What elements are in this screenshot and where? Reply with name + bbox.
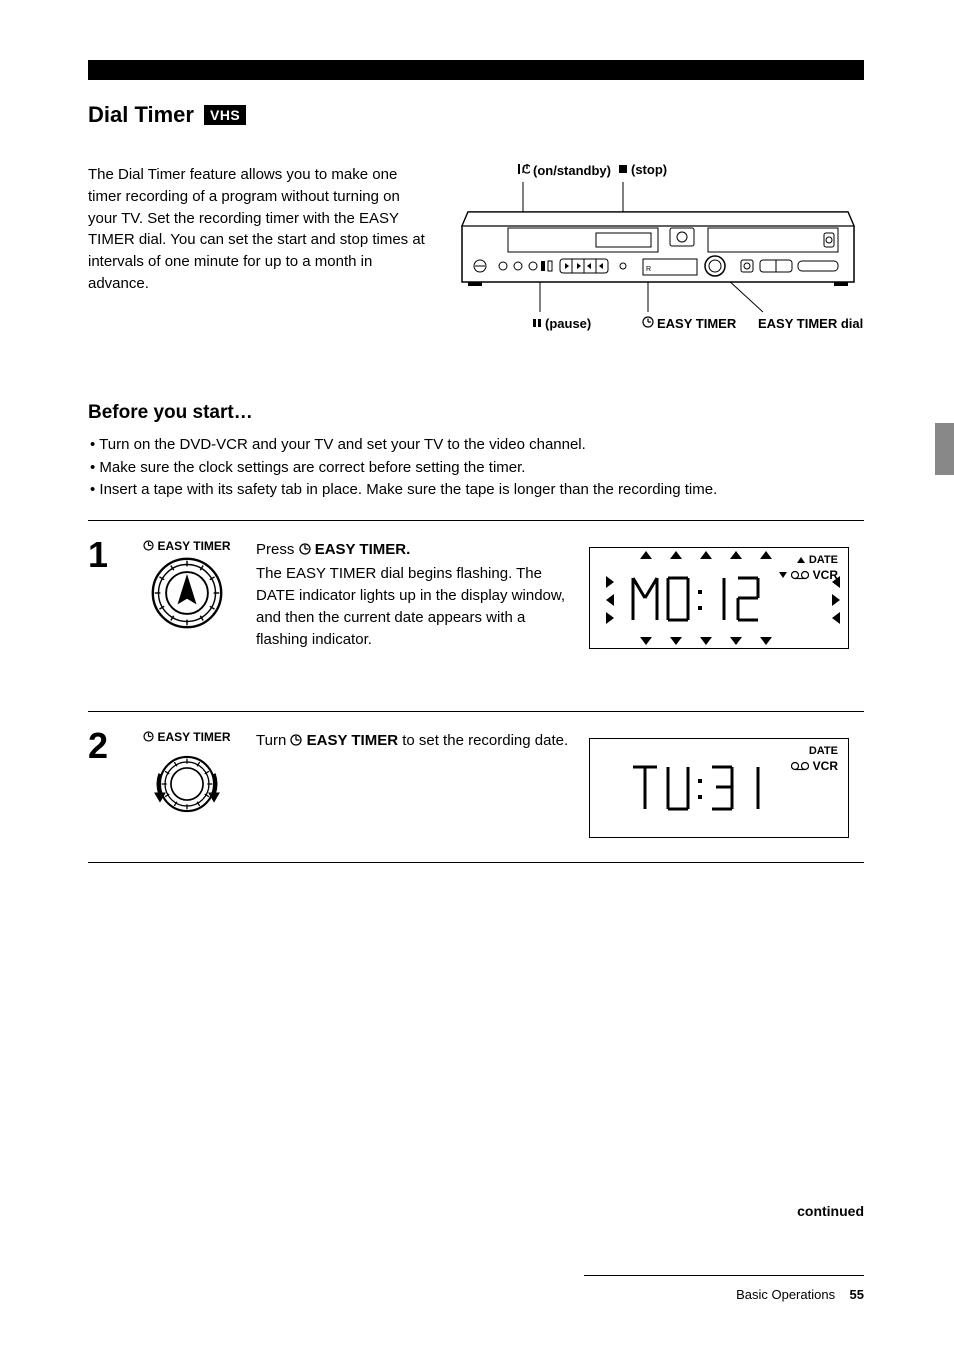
step-1-control: EASY TIMER bbox=[132, 535, 242, 631]
date-indicator: DATE bbox=[809, 554, 838, 566]
step-1-row: 1 EASY TIMER bbox=[88, 521, 864, 711]
step-1-body: The EASY TIMER dial begins flashing. The… bbox=[256, 563, 575, 650]
clock-icon bbox=[143, 731, 154, 742]
step-2-body: to set the recording date. bbox=[402, 732, 568, 749]
header-bar bbox=[88, 60, 864, 80]
step-1-lead: EASY TIMER. bbox=[315, 541, 411, 558]
vhs-badge: VHS bbox=[204, 105, 246, 125]
before-list: • Turn on the DVD-VCR and your TV and se… bbox=[90, 434, 864, 502]
step-1-num: 1 bbox=[88, 535, 118, 573]
step-2-num: 2 bbox=[88, 726, 118, 764]
step-1-ctrl-label: EASY TIMER bbox=[143, 539, 230, 553]
side-edge-tab bbox=[935, 423, 954, 475]
vcr-device-diagram: / (on/standby) (stop) (pause) EASY TIMER… bbox=[448, 164, 864, 374]
bullet-1: • Turn on the DVD-VCR and your TV and se… bbox=[90, 434, 864, 457]
before-heading: Before you start… bbox=[88, 402, 864, 424]
intro-paragraph: The Dial Timer feature allows you to mak… bbox=[88, 164, 428, 374]
up-arrow-icon bbox=[797, 557, 805, 563]
indicator-row-2: DATE bbox=[809, 745, 838, 757]
dial-turn-icon bbox=[149, 746, 225, 822]
vcr-indicator: VCR bbox=[813, 759, 838, 773]
tape-icon bbox=[791, 570, 809, 580]
tape-vcr-indicator-2: VCR bbox=[791, 759, 838, 773]
step-2-display: DATE VCR bbox=[589, 726, 864, 838]
bullet-2: • Make sure the clock settings are corre… bbox=[90, 457, 864, 480]
clock-icon bbox=[299, 543, 311, 555]
svg-text:R: R bbox=[646, 266, 651, 273]
vcr-svg: R bbox=[448, 164, 868, 334]
continued-label: continued bbox=[88, 1203, 864, 1219]
tape-icon bbox=[791, 761, 809, 771]
step-1-text: Press EASY TIMER. The EASY TIMER dial be… bbox=[256, 535, 575, 651]
page-title: Dial Timer bbox=[88, 102, 194, 128]
step-2-lead-pre: Turn bbox=[256, 732, 290, 749]
date-indicator: DATE bbox=[809, 745, 838, 757]
rule-bottom bbox=[88, 862, 864, 863]
indicator-row-1: DATE bbox=[797, 554, 838, 566]
footer: Basic Operations 55 bbox=[736, 1287, 864, 1302]
title-row: Dial Timer VHS bbox=[88, 102, 864, 128]
step-2-lead: EASY TIMER bbox=[307, 732, 398, 749]
footer-rule bbox=[584, 1275, 864, 1276]
step-2-text: Turn EASY TIMER to set the recording dat… bbox=[256, 726, 575, 752]
clock-icon bbox=[143, 540, 154, 551]
dial-press-icon bbox=[149, 555, 225, 631]
tape-vcr-indicator-1: VCR bbox=[779, 568, 838, 582]
bullet-3: • Insert a tape with its safety tab in p… bbox=[90, 479, 864, 502]
display-frame-2: DATE VCR bbox=[589, 738, 849, 838]
step-1-lead-pre: Press bbox=[256, 541, 299, 558]
step-2-control: EASY TIMER bbox=[132, 726, 242, 822]
down-arrow-icon bbox=[779, 572, 787, 578]
display-frame-1: DATE VCR bbox=[589, 547, 849, 649]
step-2-row: 2 EASY TIMER bbox=[88, 712, 864, 862]
page-number: 55 bbox=[850, 1287, 864, 1302]
step-1-display: DATE VCR bbox=[589, 535, 864, 649]
step-2-ctrl-label: EASY TIMER bbox=[143, 730, 230, 744]
clock-icon bbox=[290, 734, 302, 746]
footer-section: Basic Operations bbox=[736, 1287, 835, 1302]
vcr-indicator: VCR bbox=[813, 568, 838, 582]
